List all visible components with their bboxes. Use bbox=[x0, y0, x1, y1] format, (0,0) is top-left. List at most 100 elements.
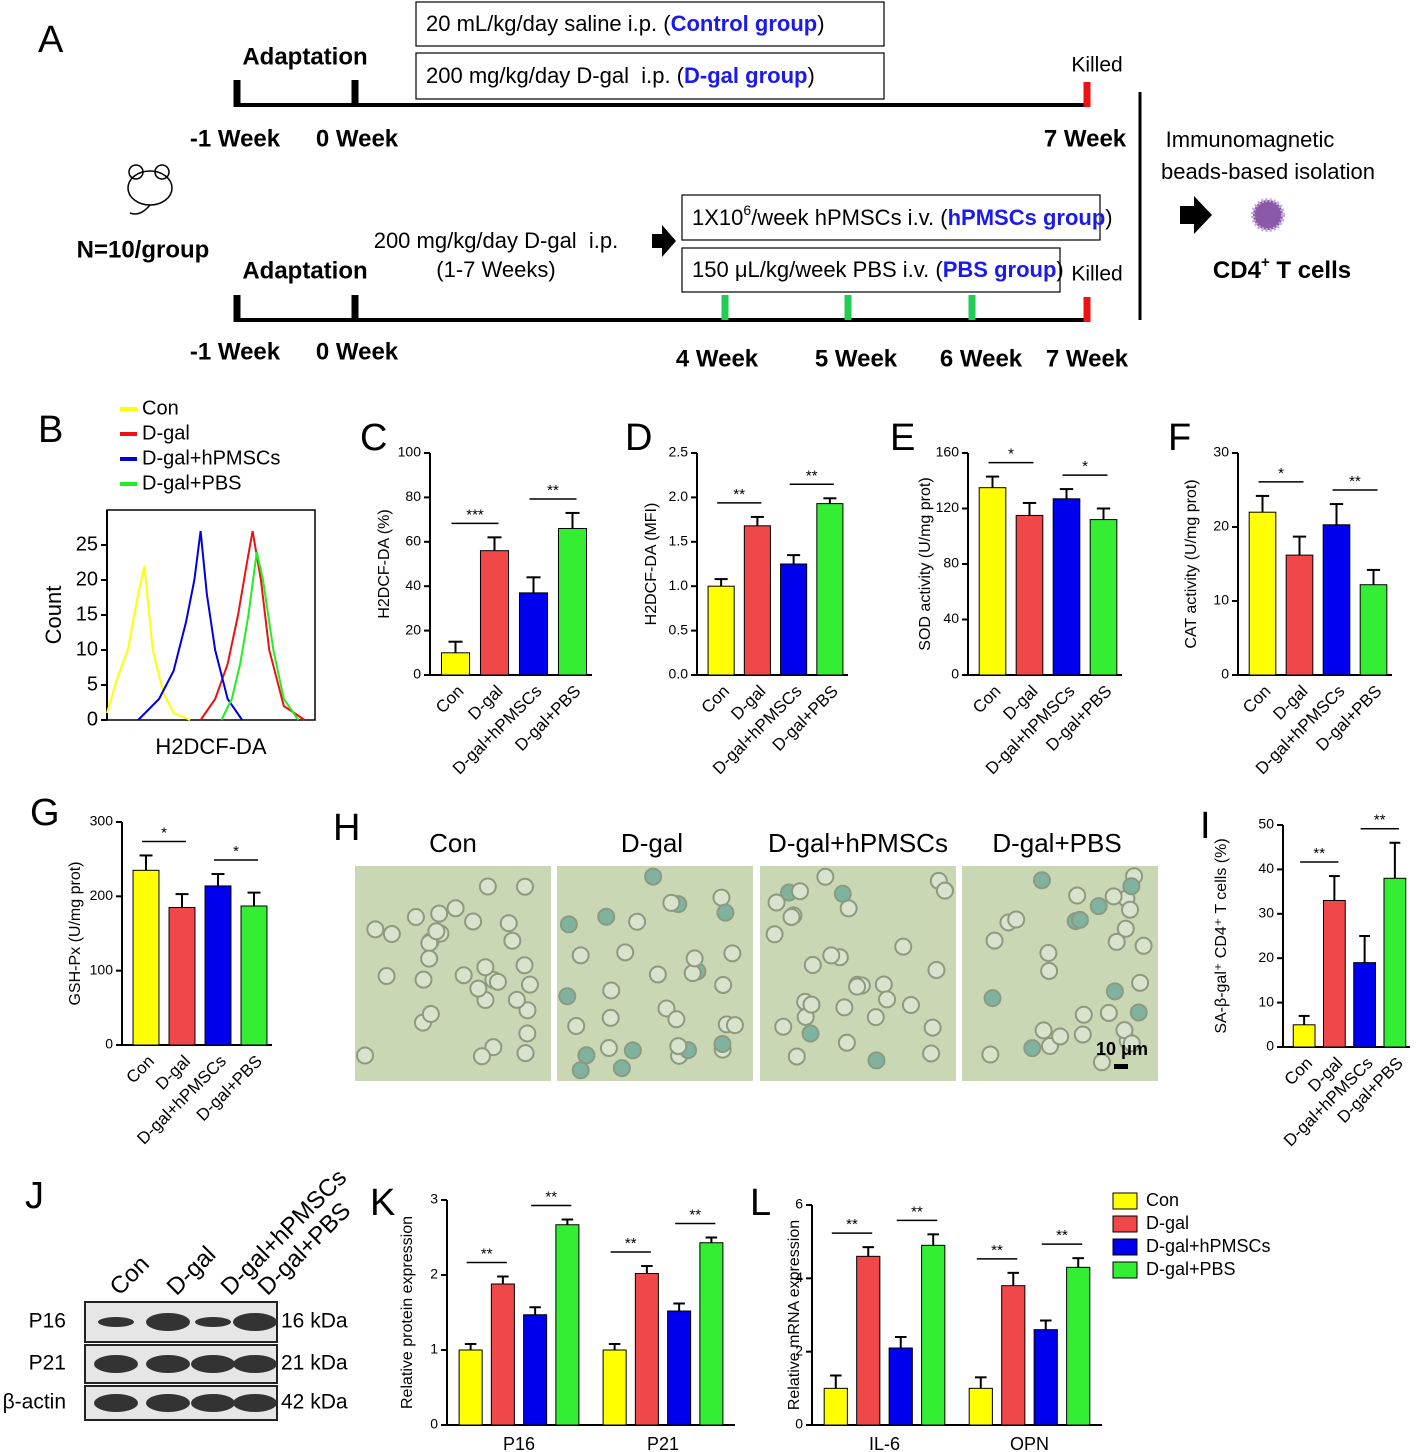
error-bar bbox=[139, 854, 153, 871]
legend-label: D-gal+hPMSCs bbox=[142, 447, 280, 469]
cell bbox=[597, 907, 616, 926]
cell bbox=[822, 946, 841, 965]
error-bar bbox=[211, 873, 225, 886]
cell bbox=[1129, 1003, 1148, 1022]
cell bbox=[802, 995, 821, 1014]
cell bbox=[1007, 910, 1026, 929]
cell bbox=[488, 972, 507, 991]
bar bbox=[1248, 511, 1277, 676]
cell bbox=[571, 1061, 590, 1080]
bar bbox=[1383, 877, 1407, 1048]
cell bbox=[599, 1039, 618, 1058]
size-label: 42 kDa bbox=[281, 1391, 348, 1414]
box-text: 1X106/week hPMSCs i.v. (hPMSCs group) bbox=[692, 202, 1113, 230]
cell bbox=[1070, 910, 1089, 929]
significance-label: ** bbox=[547, 482, 559, 499]
error-bar bbox=[1328, 875, 1340, 901]
band bbox=[233, 1313, 277, 1331]
band bbox=[191, 1394, 235, 1412]
significance-label: * bbox=[1082, 458, 1088, 475]
plot-frame bbox=[106, 509, 316, 721]
y-tick-label: 2.0 bbox=[669, 488, 689, 504]
cell bbox=[518, 1001, 537, 1020]
scale-bar bbox=[1114, 1064, 1128, 1069]
error-bar bbox=[823, 497, 837, 504]
legend-label: Con bbox=[142, 397, 179, 419]
size-label: 16 kDa bbox=[281, 1310, 348, 1333]
cell bbox=[725, 1016, 744, 1035]
significance-label: ** bbox=[481, 1245, 493, 1262]
y-tick-label: 0 bbox=[1266, 1038, 1274, 1054]
cell bbox=[1107, 932, 1126, 951]
error-bar bbox=[1298, 1014, 1310, 1025]
cell bbox=[723, 944, 742, 963]
cell bbox=[866, 1008, 885, 1027]
bar bbox=[490, 1283, 515, 1426]
band bbox=[98, 1317, 134, 1327]
y-tick-label: 300 bbox=[90, 813, 114, 829]
week: -1 Week bbox=[190, 125, 281, 152]
bar bbox=[1033, 1329, 1058, 1426]
cell bbox=[601, 1008, 620, 1027]
y-tick-label: 20 bbox=[405, 621, 421, 637]
bar bbox=[602, 1349, 627, 1426]
significance-label: * bbox=[233, 843, 239, 860]
cell bbox=[567, 1017, 586, 1036]
x-tick-label: OPN bbox=[1010, 1434, 1049, 1452]
cell bbox=[472, 1047, 491, 1066]
error-bar bbox=[1255, 494, 1270, 513]
cell bbox=[499, 914, 518, 933]
cell bbox=[712, 888, 731, 907]
error-bar bbox=[862, 1246, 875, 1257]
panel-label: I bbox=[1200, 805, 1211, 847]
bar bbox=[168, 906, 196, 1046]
error-bar bbox=[247, 891, 261, 906]
y-tick-label: 10 bbox=[76, 638, 98, 660]
image-title: D-gal bbox=[621, 828, 683, 858]
cell bbox=[685, 949, 704, 968]
error-bar bbox=[608, 1343, 621, 1350]
cell bbox=[874, 975, 893, 994]
group-size: N=10/group bbox=[77, 236, 210, 263]
bar bbox=[1322, 899, 1346, 1048]
panel-label: L bbox=[750, 1182, 771, 1224]
y-tick-label: 0 bbox=[87, 708, 98, 730]
bar bbox=[1015, 514, 1044, 676]
histogram-line bbox=[106, 565, 191, 721]
error-bar bbox=[894, 1336, 907, 1348]
week: 4 Week bbox=[676, 345, 759, 372]
significance-label: ** bbox=[625, 1235, 637, 1252]
error-bar bbox=[1359, 935, 1371, 963]
y-axis-label: Relative protein expression bbox=[399, 1216, 416, 1409]
significance-label: ** bbox=[806, 467, 818, 484]
y-tick-label: 30 bbox=[1258, 905, 1274, 921]
cell bbox=[623, 1041, 642, 1060]
cell bbox=[983, 989, 1002, 1008]
bar bbox=[240, 905, 268, 1046]
panel-label: D bbox=[625, 417, 652, 459]
y-tick-label: 100 bbox=[90, 961, 114, 977]
bar bbox=[780, 563, 808, 676]
bar bbox=[823, 1387, 848, 1426]
cell bbox=[446, 899, 465, 918]
legend-label: D-gal bbox=[1146, 1213, 1189, 1233]
cell bbox=[406, 908, 425, 927]
isolation: Immunomagnetic bbox=[1166, 127, 1335, 152]
cells: CD4+ T cells bbox=[1213, 254, 1351, 284]
image-title: Con bbox=[429, 828, 477, 858]
y-tick-label: 80 bbox=[943, 555, 959, 571]
cell bbox=[427, 922, 446, 941]
band bbox=[233, 1355, 277, 1373]
cell bbox=[469, 979, 488, 998]
cell bbox=[612, 1059, 631, 1078]
error-bar bbox=[829, 1374, 842, 1389]
bar bbox=[856, 1255, 881, 1426]
error-bar bbox=[448, 640, 463, 653]
cell bbox=[515, 877, 534, 896]
cell bbox=[644, 867, 663, 886]
cell bbox=[1122, 877, 1141, 896]
bar bbox=[921, 1244, 946, 1426]
cell bbox=[714, 975, 733, 994]
panel-label: H bbox=[333, 807, 360, 849]
significance-label: * bbox=[1008, 446, 1014, 463]
